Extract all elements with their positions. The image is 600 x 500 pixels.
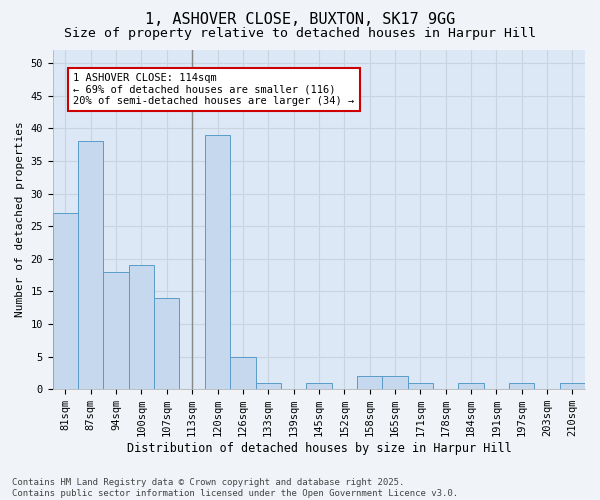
Bar xyxy=(458,382,484,389)
Bar xyxy=(509,382,535,389)
Text: 1 ASHOVER CLOSE: 114sqm
← 69% of detached houses are smaller (116)
20% of semi-d: 1 ASHOVER CLOSE: 114sqm ← 69% of detache… xyxy=(73,73,355,106)
Bar xyxy=(560,382,585,389)
Bar xyxy=(129,266,154,389)
Text: 1, ASHOVER CLOSE, BUXTON, SK17 9GG: 1, ASHOVER CLOSE, BUXTON, SK17 9GG xyxy=(145,12,455,28)
Text: Size of property relative to detached houses in Harpur Hill: Size of property relative to detached ho… xyxy=(64,28,536,40)
Y-axis label: Number of detached properties: Number of detached properties xyxy=(15,122,25,318)
Bar xyxy=(103,272,129,389)
Bar xyxy=(53,213,78,389)
Text: Contains HM Land Registry data © Crown copyright and database right 2025.
Contai: Contains HM Land Registry data © Crown c… xyxy=(12,478,458,498)
Bar xyxy=(306,382,332,389)
Bar xyxy=(382,376,407,389)
Bar xyxy=(357,376,382,389)
Bar xyxy=(154,298,179,389)
Bar xyxy=(256,382,281,389)
X-axis label: Distribution of detached houses by size in Harpur Hill: Distribution of detached houses by size … xyxy=(127,442,511,455)
Bar xyxy=(205,135,230,389)
Bar xyxy=(78,142,103,389)
Bar xyxy=(407,382,433,389)
Bar xyxy=(230,356,256,389)
